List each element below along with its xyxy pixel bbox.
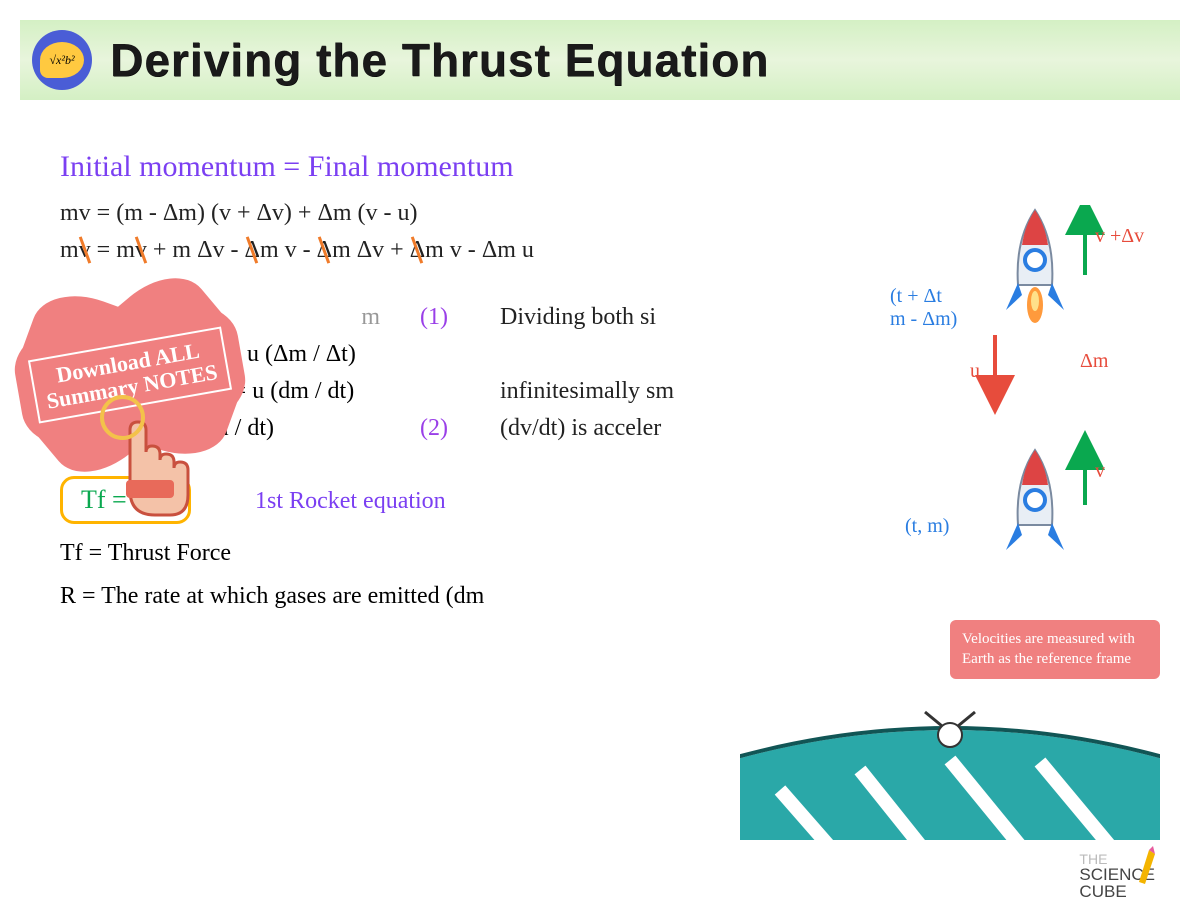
label-dm: Δm bbox=[1080, 350, 1108, 373]
eq2-part: = m bbox=[91, 237, 135, 263]
eq2-strike: v bbox=[79, 237, 91, 263]
eq6-num: (2) bbox=[420, 415, 500, 442]
eq2-part: m bbox=[60, 237, 79, 263]
heading: Initial momentum = Final momentum bbox=[60, 150, 1160, 184]
logo-formula: √x²b² bbox=[40, 42, 84, 78]
title-banner: √x²b² Deriving the Thrust Equation bbox=[20, 20, 1180, 100]
eq2-part: m v - bbox=[260, 237, 317, 263]
label-v: v bbox=[1095, 460, 1105, 483]
brand-watermark: THE SCIENCE CUBE bbox=[1079, 852, 1155, 900]
eq2-part: m Δv + bbox=[332, 237, 410, 263]
pointer-hand-icon[interactable] bbox=[100, 420, 200, 535]
rocket-bottom-icon bbox=[1000, 445, 1070, 580]
label-tm: (t, m) bbox=[905, 515, 949, 538]
eq5-note: infinitesimally sm bbox=[500, 378, 674, 405]
label-state-top: (t + Δt m - Δm) bbox=[890, 285, 957, 331]
eq2-part: Δm u bbox=[482, 237, 534, 263]
eq6-note: (dv/dt) is acceler bbox=[500, 415, 661, 442]
eq2-part: m v - bbox=[425, 237, 482, 263]
page-title: Deriving the Thrust Equation bbox=[110, 33, 769, 87]
eq2-strike: Δ bbox=[410, 237, 425, 263]
eq2-strike: v bbox=[135, 237, 147, 263]
logo-badge: √x²b² bbox=[32, 30, 92, 90]
eq2-strike: Δ bbox=[245, 237, 260, 263]
label-v-dv: v +Δv bbox=[1095, 225, 1144, 248]
reference-frame-callout: Velocities are measured with Earth as th… bbox=[950, 620, 1160, 679]
eq3-num: (1) bbox=[420, 304, 500, 331]
rocket-diagram: v +Δv (t + Δt m - Δm) u Δm v (t, m) bbox=[880, 205, 1160, 635]
eq2-part: + m Δv - bbox=[147, 237, 245, 263]
eq2-strike: Δ bbox=[317, 237, 332, 263]
earth-illustration bbox=[740, 700, 1160, 840]
label-u: u bbox=[970, 360, 980, 383]
formula-label: 1st Rocket equation bbox=[255, 488, 446, 514]
eq3-note: Dividing both si bbox=[500, 304, 656, 331]
